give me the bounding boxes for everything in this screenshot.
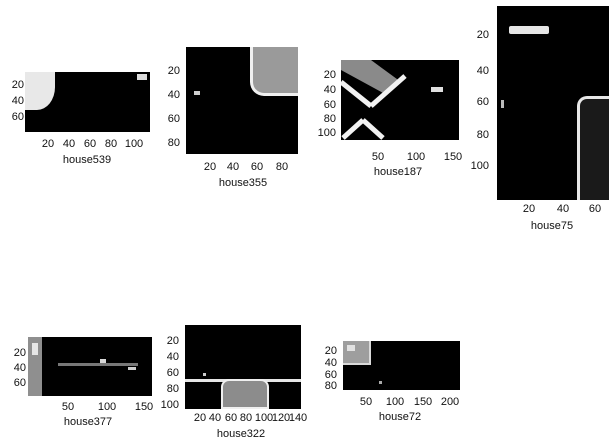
x-tick: 60 bbox=[588, 203, 602, 215]
x-tick: 60 bbox=[83, 138, 97, 150]
y-tick: 80 bbox=[167, 137, 180, 149]
y-tick: 80 bbox=[166, 383, 179, 395]
bright-spot bbox=[347, 345, 355, 351]
y-tick: 80 bbox=[324, 380, 337, 392]
x-tick: 150 bbox=[443, 151, 463, 163]
x-tick: 20 bbox=[522, 203, 536, 215]
y-tick: 40 bbox=[323, 84, 336, 96]
y-tick: 40 bbox=[324, 357, 337, 369]
y-tick: 80 bbox=[323, 113, 336, 125]
x-tick: 80 bbox=[239, 412, 253, 424]
y-tick: 60 bbox=[476, 96, 489, 108]
x-tick: 140 bbox=[288, 412, 308, 424]
bright-spot bbox=[501, 100, 504, 108]
heatmap-image bbox=[343, 341, 460, 390]
y-tick: 40 bbox=[476, 65, 489, 77]
x-tick: 40 bbox=[226, 161, 240, 173]
bright-region bbox=[28, 337, 42, 396]
y-tick: 60 bbox=[13, 377, 26, 389]
x-tick: 80 bbox=[275, 161, 289, 173]
y-tick: 40 bbox=[11, 95, 24, 107]
x-tick: 100 bbox=[254, 412, 274, 424]
y-tick: 80 bbox=[476, 129, 489, 141]
x-tick: 150 bbox=[413, 396, 433, 408]
building-region bbox=[221, 379, 269, 409]
y-tick: 60 bbox=[167, 113, 180, 125]
x-tick: 120 bbox=[271, 412, 291, 424]
panel-title: house322 bbox=[216, 428, 266, 440]
y-tick: 20 bbox=[11, 79, 24, 91]
bright-spot bbox=[379, 381, 382, 384]
x-tick: 100 bbox=[97, 401, 117, 413]
x-tick: 40 bbox=[208, 412, 222, 424]
heatmap-image bbox=[341, 60, 459, 140]
x-tick: 100 bbox=[406, 151, 426, 163]
y-tick: 100 bbox=[317, 127, 336, 139]
bright-region bbox=[25, 72, 55, 110]
y-tick: 60 bbox=[166, 367, 179, 379]
x-tick: 40 bbox=[62, 138, 76, 150]
y-tick: 100 bbox=[160, 399, 179, 411]
x-tick: 50 bbox=[359, 396, 373, 408]
bright-spot bbox=[194, 91, 200, 95]
x-tick: 60 bbox=[250, 161, 264, 173]
road-lines bbox=[341, 60, 443, 140]
bright-stripe bbox=[509, 26, 549, 34]
bright-region bbox=[250, 47, 298, 96]
x-tick: 100 bbox=[385, 396, 405, 408]
y-tick: 100 bbox=[470, 160, 489, 172]
y-tick: 60 bbox=[324, 369, 337, 381]
y-tick: 20 bbox=[324, 345, 337, 357]
panel-title: house187 bbox=[373, 166, 423, 178]
x-tick: 40 bbox=[556, 203, 570, 215]
panel-title: house377 bbox=[63, 416, 113, 428]
bright-spot bbox=[100, 359, 106, 363]
x-tick: 150 bbox=[134, 401, 154, 413]
bright-spot bbox=[137, 74, 147, 80]
x-tick: 50 bbox=[61, 401, 75, 413]
heatmap-image bbox=[185, 325, 301, 409]
panel-title: house75 bbox=[530, 220, 574, 232]
y-tick: 20 bbox=[323, 69, 336, 81]
x-tick: 80 bbox=[104, 138, 118, 150]
x-tick: 200 bbox=[440, 396, 460, 408]
heatmap-image bbox=[186, 47, 298, 154]
x-tick: 60 bbox=[224, 412, 238, 424]
x-tick: 20 bbox=[203, 161, 217, 173]
bright-spot bbox=[32, 343, 38, 355]
panel-title: house72 bbox=[378, 411, 422, 423]
x-tick: 50 bbox=[371, 151, 385, 163]
y-tick: 40 bbox=[167, 89, 180, 101]
x-tick: 100 bbox=[124, 138, 144, 150]
y-tick: 40 bbox=[13, 362, 26, 374]
panel-title: house355 bbox=[218, 177, 268, 189]
y-tick: 60 bbox=[11, 111, 24, 123]
y-tick: 40 bbox=[166, 351, 179, 363]
y-tick: 20 bbox=[167, 65, 180, 77]
heatmap-image bbox=[25, 72, 150, 132]
bright-spot bbox=[203, 373, 206, 376]
bright-spot bbox=[58, 363, 138, 366]
heatmap-image bbox=[497, 6, 609, 200]
building-edge bbox=[577, 96, 609, 200]
x-tick: 20 bbox=[41, 138, 55, 150]
panel-title: house539 bbox=[62, 154, 112, 166]
y-tick: 20 bbox=[476, 29, 489, 41]
y-tick: 60 bbox=[323, 99, 336, 111]
x-tick: 20 bbox=[193, 412, 207, 424]
y-tick: 20 bbox=[13, 347, 26, 359]
heatmap-image bbox=[28, 337, 152, 396]
bright-spot bbox=[128, 367, 136, 370]
y-tick: 20 bbox=[166, 335, 179, 347]
